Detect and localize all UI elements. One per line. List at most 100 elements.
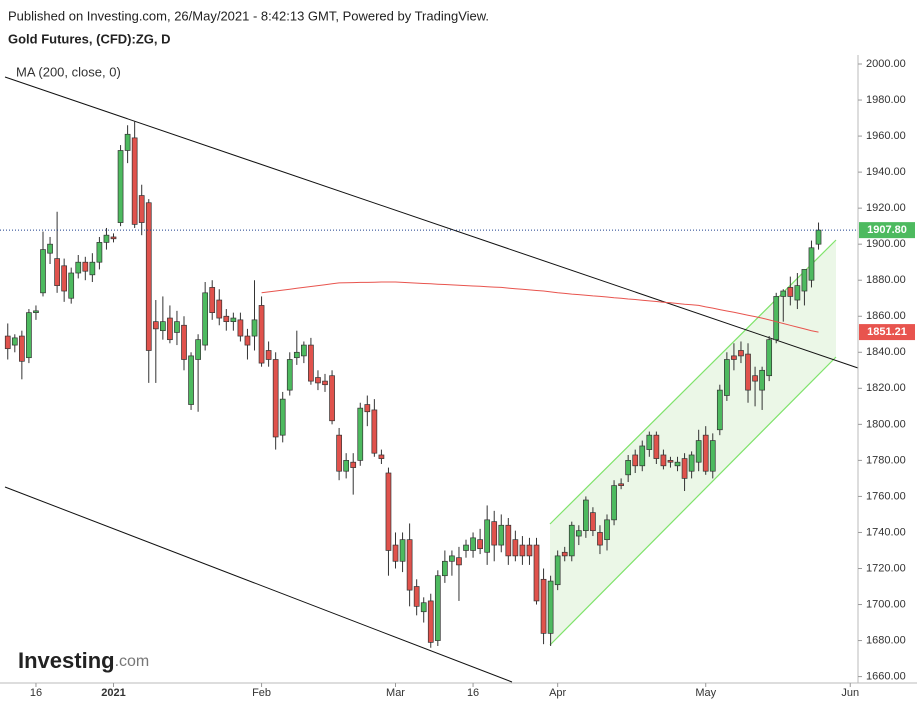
candle-body [378,454,385,459]
x-tick-label: Mar [386,687,405,699]
x-tick-label: 2021 [101,687,125,699]
candle-body [554,555,561,586]
y-tick-label: 1940.00 [866,166,906,178]
candle-body [322,380,328,386]
candle-body [434,575,441,641]
candle-body [815,229,822,245]
candle-body [68,272,75,299]
candle-body [618,483,624,486]
x-tick-label: Feb [252,687,271,699]
candle-body [738,350,744,357]
candle-body [583,499,589,532]
candle-body [406,539,413,591]
y-tick-label: 1680.00 [866,634,906,646]
candle-body [237,319,244,337]
candle-body [181,324,187,360]
y-tick-label: 1980.00 [866,94,906,106]
y-tick-label: 1900.00 [866,238,906,250]
y-tick-label: 1660.00 [866,671,906,683]
candle-body [392,544,399,562]
candle-body [110,236,117,240]
candle-body [216,299,223,319]
candle-body [399,539,406,562]
candle-body [597,532,603,546]
y-tick-label: 1880.00 [866,274,906,286]
candle-body [244,335,251,346]
candle-body [96,242,103,263]
candle-body [167,317,173,341]
candle-body [526,544,533,557]
candle-body [54,258,60,286]
y-tick-label: 1820.00 [866,382,906,394]
legend-ma: MA (200, close, 0) [16,64,121,79]
candle-body [75,261,82,274]
candle-body [449,555,455,562]
candle-body [639,445,646,467]
candle-body [350,461,357,468]
last-price-label: 1907.80 [867,224,907,236]
candle-body [117,150,124,223]
candle-body [456,557,462,566]
candle-body [498,524,505,546]
x-tick-label: May [695,687,716,699]
candle-body [427,600,434,643]
last-price-box [859,222,915,239]
candle-body [413,586,420,607]
candle-body [519,544,526,557]
candle-body [89,261,96,276]
candle-body [681,458,688,479]
candle-body [265,350,272,360]
candle-body [660,454,667,467]
candle-body [702,434,709,472]
candle-body [766,339,773,377]
candle-body [138,195,145,223]
y-tick-label: 1700.00 [866,598,906,610]
candle-body [131,137,138,225]
y-tick-label: 2000.00 [866,58,906,70]
candle-body [794,285,801,301]
candle-body [258,305,265,364]
candle-body [209,287,216,313]
candle-body [195,339,201,360]
candle-body [568,524,575,557]
candle-body [364,404,371,413]
candle-body [160,321,166,332]
candle-body [329,375,335,422]
candle-body [26,312,32,359]
chart-title: Gold Futures, (CFD):ZG, D [8,31,170,46]
candle-body [223,315,230,323]
candle-body [11,337,18,346]
y-tick-label: 1920.00 [866,202,906,214]
candle-body [667,460,674,463]
candle-body [124,133,131,151]
candle-body [308,344,314,382]
x-tick-label: 16 [467,687,479,699]
x-tick-label: Jun [841,687,859,699]
candle-body [315,377,321,384]
candle-body [745,353,751,391]
candle-body [674,461,681,467]
candle-body [152,321,159,330]
candle-body [787,287,794,297]
candle-body [759,369,765,391]
candle-body [33,310,39,313]
y-tick-label: 1760.00 [866,490,906,502]
candle-body [484,519,491,553]
candle-body [646,434,653,450]
published-note: Published on Investing.com, 26/May/2021 … [8,8,489,23]
candle-body [533,544,540,602]
candle-body [752,375,758,382]
candle-body [731,355,737,360]
ma-price-label: 1851.21 [867,326,907,338]
y-tick-label: 1780.00 [866,454,906,466]
candle-body [47,243,53,254]
y-tick-label: 1860.00 [866,310,906,322]
candle-body [505,524,512,557]
channel-lower [549,356,837,646]
candle-body [780,290,787,297]
candle-body [808,247,815,281]
candle-body [272,359,279,438]
candle-body [632,454,639,467]
candle-body [695,440,702,463]
